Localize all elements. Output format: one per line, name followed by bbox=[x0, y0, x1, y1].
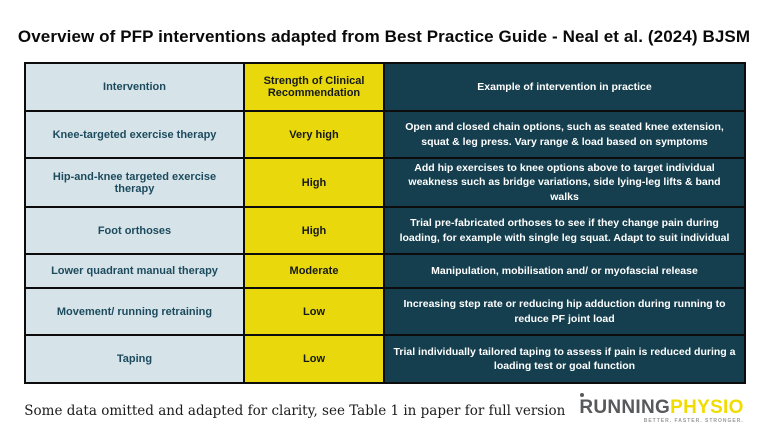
strength-cell: Very high bbox=[243, 110, 385, 159]
table-row: Knee-targeted exercise therapy Very high… bbox=[24, 110, 746, 159]
table-row: Taping Low Trial individually tailored t… bbox=[24, 334, 746, 384]
example-cell: Trial pre-fabricated orthoses to see if … bbox=[383, 206, 746, 255]
header-row: Intervention Strength of Clinical Recomm… bbox=[24, 62, 746, 112]
example-cell: Open and closed chain options, such as s… bbox=[383, 110, 746, 159]
header-intervention: Intervention bbox=[24, 62, 245, 112]
footer: Some data omitted and adapted for clarit… bbox=[0, 392, 768, 430]
intervention-cell: Movement/ running retraining bbox=[24, 287, 245, 336]
strength-cell: Low bbox=[243, 334, 385, 384]
strength-cell: High bbox=[243, 206, 385, 255]
strength-cell: Low bbox=[243, 287, 385, 336]
intervention-cell: Lower quadrant manual therapy bbox=[24, 253, 245, 289]
logo-running-text: RUNNING bbox=[579, 397, 671, 418]
intervention-cell: Taping bbox=[24, 334, 245, 384]
example-cell: Trial individually tailored taping to as… bbox=[383, 334, 746, 384]
logo-tagline: BETTER. FASTER. STRONGER. bbox=[643, 418, 744, 424]
runningphysio-logo: RUNNINGPHYSIO BETTER. FASTER. STRONGER. bbox=[579, 398, 743, 424]
header-strength: Strength of Clinical Recommendation bbox=[243, 62, 385, 112]
example-cell: Increasing step rate or reducing hip add… bbox=[383, 287, 746, 336]
table-row: Foot orthoses High Trial pre-fabricated … bbox=[24, 206, 746, 255]
example-cell: Manipulation, mobilisation and/ or myofa… bbox=[383, 253, 746, 289]
table-row: Lower quadrant manual therapy Moderate M… bbox=[24, 253, 746, 289]
page-title: Overview of PFP interventions adapted fr… bbox=[17, 27, 751, 46]
table-row: Hip-and-knee targeted exercise therapy H… bbox=[24, 157, 746, 208]
logo-wordmark: RUNNINGPHYSIO bbox=[579, 398, 743, 417]
example-cell: Add hip exercises to knee options above … bbox=[383, 157, 746, 208]
intervention-cell: Knee-targeted exercise therapy bbox=[24, 110, 245, 159]
table-row: Movement/ running retraining Low Increas… bbox=[24, 287, 746, 336]
strength-cell: Moderate bbox=[243, 253, 385, 289]
strength-cell: High bbox=[243, 157, 385, 208]
footnote: Some data omitted and adapted for clarit… bbox=[24, 403, 566, 419]
intervention-cell: Foot orthoses bbox=[24, 206, 245, 255]
intervention-cell: Hip-and-knee targeted exercise therapy bbox=[24, 157, 245, 208]
header-example: Example of intervention in practice bbox=[383, 62, 746, 112]
interventions-table: Intervention Strength of Clinical Recomm… bbox=[24, 62, 746, 384]
logo-physio-text: PHYSIO bbox=[670, 397, 744, 418]
